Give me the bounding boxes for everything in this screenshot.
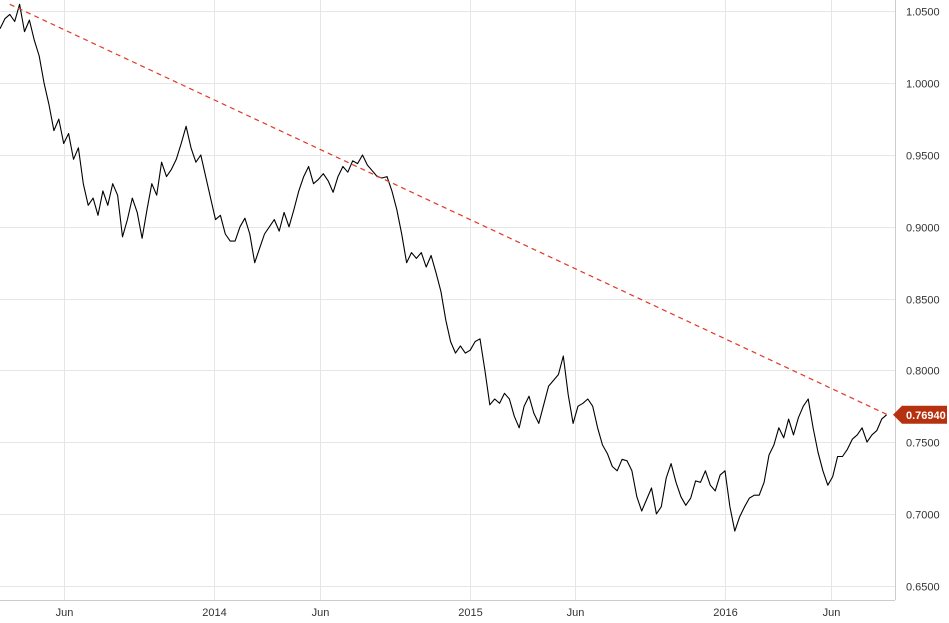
x-tick-label: Jun: [312, 607, 330, 619]
series-layer: [0, 3, 887, 532]
x-tick-label: Jun: [567, 607, 585, 619]
y-tick-label: 1.0500: [906, 7, 940, 19]
y-tick-label: 1.0000: [906, 79, 940, 91]
y-tick-label: 0.9000: [906, 223, 940, 235]
y-tick-label: 0.7000: [906, 510, 940, 522]
y-axis: 1.0500 1.0000 0.9500 0.9000 0.8500 0.8000 0.75…: [906, 7, 940, 594]
price-line: [0, 3, 887, 532]
x-tick-label: 2014: [202, 607, 226, 619]
last-value-label: 0.76940: [906, 410, 946, 422]
y-tick-label: 0.8500: [906, 295, 940, 307]
x-axis: Jun 2014 Jun 2015 Jun 2016 Jun: [56, 607, 841, 619]
y-tick-label: 0.7500: [906, 438, 940, 450]
x-tick-label: Jun: [56, 607, 74, 619]
x-tick-label: 2015: [458, 607, 482, 619]
x-tick-label: Jun: [823, 607, 841, 619]
grid: [0, 0, 896, 601]
last-value-tag: 0.76940: [893, 405, 947, 424]
y-tick-label: 0.8000: [906, 366, 940, 378]
y-tick-label: 0.9500: [906, 151, 940, 163]
last-value-tag-shape: [893, 405, 947, 424]
x-tick-label: 2016: [713, 607, 737, 619]
trendline: [9, 3, 887, 415]
y-tick-label: 0.6500: [906, 582, 940, 594]
